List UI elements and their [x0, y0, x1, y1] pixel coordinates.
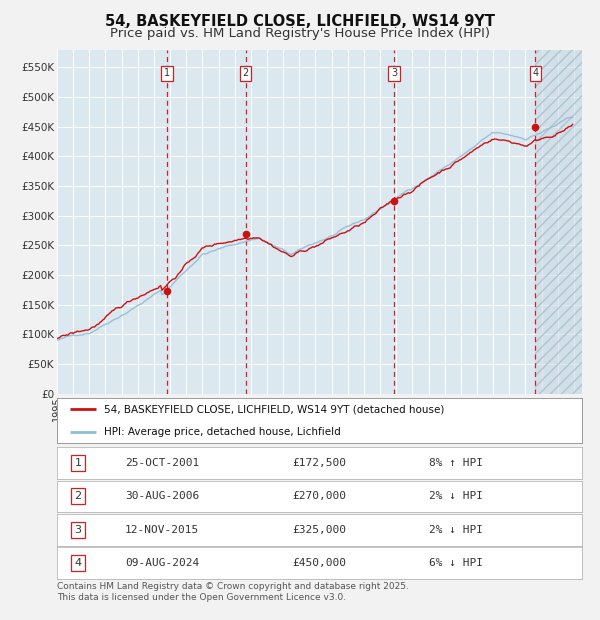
Text: 2% ↓ HPI: 2% ↓ HPI	[429, 525, 483, 535]
Text: 4: 4	[532, 68, 539, 78]
Text: 3: 3	[391, 68, 397, 78]
Text: 09-AUG-2024: 09-AUG-2024	[125, 558, 199, 569]
Text: 54, BASKEYFIELD CLOSE, LICHFIELD, WS14 9YT (detached house): 54, BASKEYFIELD CLOSE, LICHFIELD, WS14 9…	[104, 404, 445, 414]
Text: 1: 1	[164, 68, 170, 78]
Text: 8% ↑ HPI: 8% ↑ HPI	[429, 458, 483, 468]
Text: 3: 3	[74, 525, 82, 535]
Text: £325,000: £325,000	[293, 525, 347, 535]
Text: £172,500: £172,500	[293, 458, 347, 468]
Text: 2% ↓ HPI: 2% ↓ HPI	[429, 491, 483, 502]
Text: HPI: Average price, detached house, Lichfield: HPI: Average price, detached house, Lich…	[104, 427, 341, 437]
Text: 25-OCT-2001: 25-OCT-2001	[125, 458, 199, 468]
Text: £270,000: £270,000	[293, 491, 347, 502]
Bar	[535, 50, 582, 394]
Text: £450,000: £450,000	[293, 558, 347, 569]
Text: 1: 1	[74, 458, 82, 468]
Text: 12-NOV-2015: 12-NOV-2015	[125, 525, 199, 535]
Text: 2: 2	[242, 68, 248, 78]
Text: Price paid vs. HM Land Registry's House Price Index (HPI): Price paid vs. HM Land Registry's House …	[110, 27, 490, 40]
Text: 6% ↓ HPI: 6% ↓ HPI	[429, 558, 483, 569]
Text: 4: 4	[74, 558, 82, 569]
Text: 2: 2	[74, 491, 82, 502]
Bar	[535, 50, 582, 394]
Text: 54, BASKEYFIELD CLOSE, LICHFIELD, WS14 9YT: 54, BASKEYFIELD CLOSE, LICHFIELD, WS14 9…	[105, 14, 495, 29]
Text: 30-AUG-2006: 30-AUG-2006	[125, 491, 199, 502]
Text: Contains HM Land Registry data © Crown copyright and database right 2025.
This d: Contains HM Land Registry data © Crown c…	[57, 582, 409, 601]
